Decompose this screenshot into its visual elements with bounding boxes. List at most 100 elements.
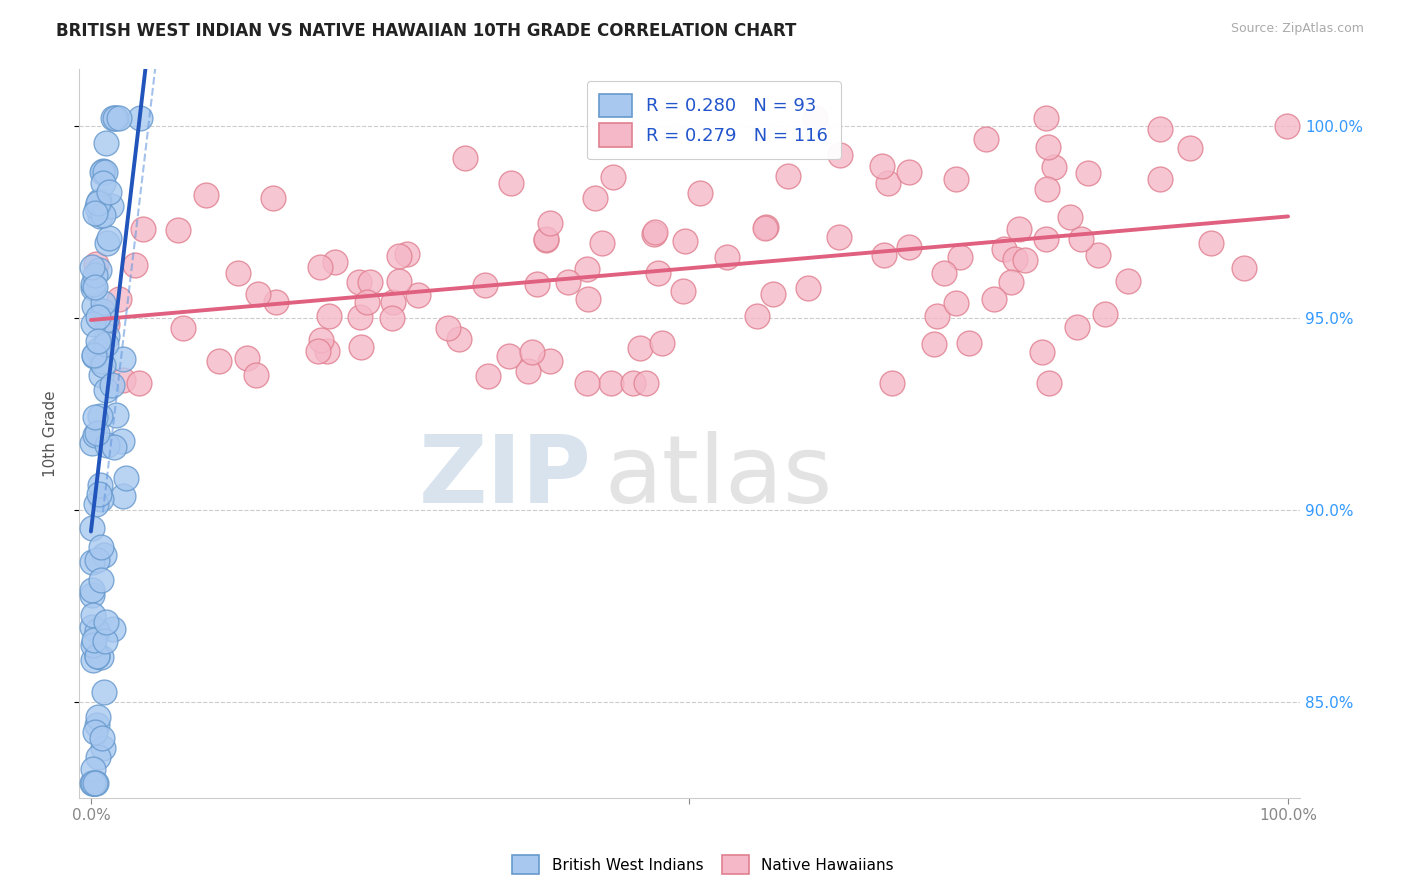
Point [90,492,112,507]
Point [80,775,103,789]
Point [247,287,270,301]
Point [350,340,373,354]
Point [86,310,108,324]
Legend: British West Indians, Native Hawaiians: British West Indians, Native Hawaiians [506,849,900,880]
Point [83,775,105,789]
Point [1035,182,1057,196]
Point [538,216,561,230]
Point [349,310,371,325]
Point [93,296,115,310]
Point [103,112,125,126]
Point [87,334,110,348]
Point [1008,221,1031,235]
Point [406,288,429,302]
Point [356,295,378,310]
Point [388,274,411,288]
Point [877,176,900,190]
Point [576,292,599,306]
Point [803,112,825,126]
Y-axis label: 10th Grade: 10th Grade [44,390,58,476]
Point [309,333,332,347]
Point [86,553,108,567]
Point [1178,141,1201,155]
Point [349,275,371,289]
Point [94,136,117,150]
Point [87,263,110,277]
Point [1000,276,1022,290]
Text: atlas: atlas [605,431,832,523]
Point [1233,260,1256,275]
Point [111,351,134,366]
Point [91,208,114,222]
Point [86,497,108,511]
Point [96,317,118,331]
Point [628,341,651,355]
Point [86,426,108,441]
Point [381,311,404,326]
Point [82,762,104,776]
Point [208,354,231,368]
Point [534,233,557,247]
Point [689,186,711,200]
Point [124,259,146,273]
Point [90,354,112,368]
Point [474,277,496,292]
Point [84,268,107,282]
Point [87,487,110,501]
Point [672,284,695,298]
Point [1004,252,1026,266]
Point [84,775,107,789]
Point [129,112,152,126]
Point [172,321,194,335]
Point [755,219,778,234]
Point [96,313,118,327]
Point [96,336,118,351]
Point [83,206,105,220]
Point [93,685,115,699]
Point [922,337,945,351]
Point [957,335,980,350]
Point [1035,232,1057,246]
Point [477,369,499,384]
Point [89,477,111,491]
Point [1059,210,1081,224]
Point [245,368,267,383]
Point [1031,345,1053,359]
Point [381,295,404,310]
Point [82,775,104,789]
Point [87,194,110,209]
Point [82,260,104,274]
Point [101,377,124,392]
Point [89,409,111,423]
Point [226,266,249,280]
Point [447,332,470,346]
Point [90,573,112,587]
Point [80,588,103,602]
Point [80,435,103,450]
Point [754,221,776,235]
Point [949,250,972,264]
Point [1149,122,1171,136]
Point [1035,112,1057,126]
Point [520,344,543,359]
Point [103,112,125,126]
Point [82,653,104,667]
Point [591,235,613,250]
Point [388,249,411,263]
Point [89,209,111,223]
Point [84,279,107,293]
Point [91,731,114,746]
Point [114,471,136,485]
Point [82,317,104,331]
Point [83,427,105,442]
Point [84,775,107,789]
Point [235,351,257,365]
Point [1087,248,1109,262]
Point [576,376,599,391]
Point [105,409,128,423]
Point [84,257,107,271]
Legend: R = 0.280   N = 93, R = 0.279   N = 116: R = 0.280 N = 93, R = 0.279 N = 116 [586,81,841,159]
Point [82,277,104,291]
Point [499,177,522,191]
Point [636,376,658,391]
